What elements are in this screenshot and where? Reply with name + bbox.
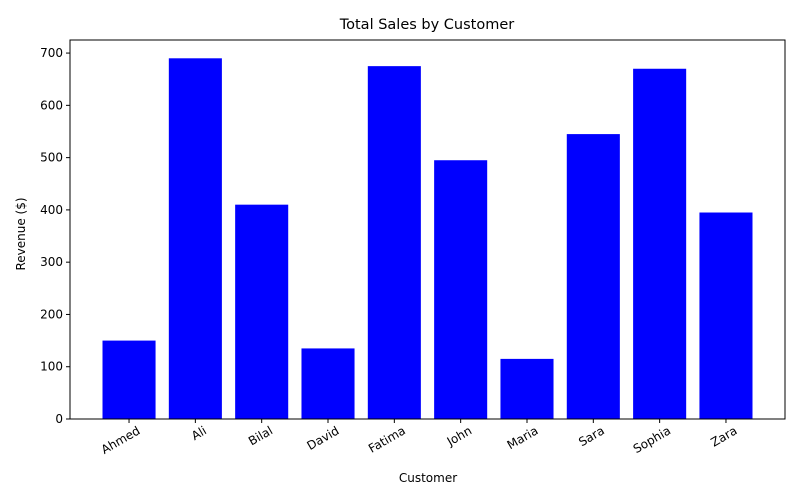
x-tick-label-bilal: Bilal [246,423,275,448]
bar-bilal [235,205,288,419]
bar-zara [699,213,752,419]
x-tick-label-david: David [304,423,341,452]
x-tick-label-zara: Zara [708,423,739,449]
x-tick-label-sara: Sara [576,423,607,449]
x-tick-label-john: John [444,423,474,449]
y-tick-label: 600 [40,98,63,112]
y-tick-label: 200 [40,307,63,321]
bars-group [103,58,753,419]
bar-ali [169,58,222,419]
bar-david [301,348,354,419]
bar-john [434,160,487,419]
bar-ahmed [103,341,156,419]
y-tick-label: 300 [40,255,63,269]
bar-maria [500,359,553,419]
x-axis-label: Customer [399,471,457,485]
bar-sophia [633,69,686,419]
y-axis-label: Revenue ($) [14,197,28,270]
chart-title: Total Sales by Customer [339,17,515,33]
x-tick-label-fatima: Fatima [366,423,408,455]
bar-sara [567,134,620,419]
x-tick-label-sophia: Sophia [631,423,673,456]
y-tick-label: 700 [40,46,63,60]
y-tick-label: 100 [40,360,63,374]
y-tick-label: 0 [55,412,63,426]
y-tick-label: 400 [40,203,63,217]
x-tick-label-ali: Ali [189,423,209,443]
bar-fatima [368,66,421,419]
y-tick-label: 500 [40,151,63,165]
x-tick-label-ahmed: Ahmed [99,423,143,456]
x-axis: Ahmed Ali Bilal David Fatima John Maria Sara Sop… [99,419,740,457]
y-axis: 0 100 200 300 400 500 600 700 [40,46,70,426]
x-tick-label-maria: Maria [505,423,541,452]
